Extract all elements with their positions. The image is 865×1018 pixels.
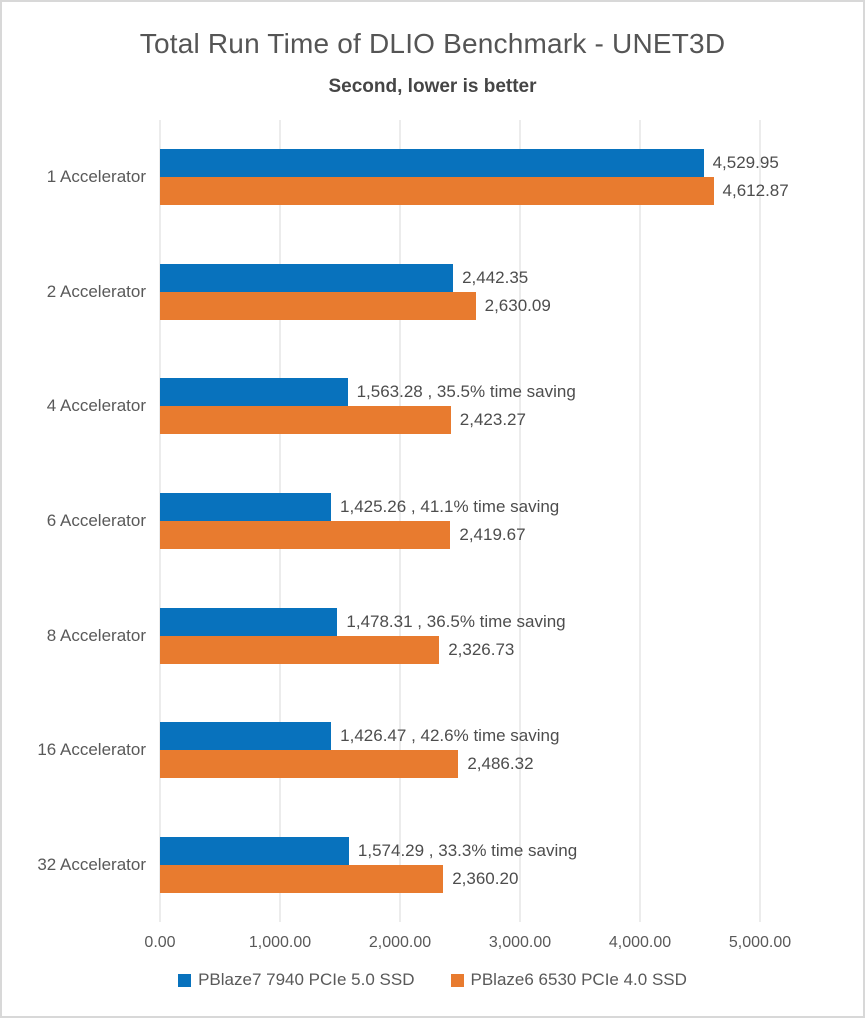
category-label: 32 Accelerator: [37, 854, 146, 874]
gridline: [759, 120, 761, 922]
data-label: 2,630.09: [484, 295, 551, 315]
bar-row: 8 Accelerator 1,478.31 , 36.5% time savin…: [47, 578, 760, 693]
bar-line: 2,419.67: [160, 521, 760, 550]
x-axis-tick-label: 5,000.00: [728, 934, 792, 951]
bar-line: 2,442.35: [160, 263, 760, 292]
category-label: 1 Accelerator: [46, 167, 146, 187]
bar: [160, 177, 714, 206]
x-axis: 0.00 1,000.00 2,000.00 3,000.00 4,000.00 5,00…: [144, 934, 791, 958]
bar-line: 2,486.32: [160, 750, 760, 779]
bar-rows: 1 Accelerator 4,529.95 4,612.87 2 Accelerat…: [37, 120, 789, 922]
bar: [160, 836, 349, 865]
bar-line: 4,529.95: [160, 149, 779, 178]
bar: [160, 521, 451, 550]
data-label: 2,326.73: [448, 639, 515, 659]
bar: [160, 291, 476, 320]
bar-line: 2,326.73: [160, 635, 760, 664]
gridline: [639, 120, 641, 922]
category-label: 6 Accelerator: [46, 511, 146, 531]
bar: [160, 750, 459, 779]
category-label: 16 Accelerator: [37, 740, 146, 760]
bar-row: 1 Accelerator 4,529.95 4,612.87: [47, 120, 789, 235]
data-label: 1,574.29 , 33.3% time saving: [357, 840, 578, 860]
bar: [160, 864, 444, 893]
data-label: 1,563.28 , 35.5% time saving: [356, 382, 576, 402]
bar-line: 4,612.87: [160, 177, 789, 206]
bar-row: 16 Accelerator 1,426.47 , 42.6% time savi…: [37, 693, 760, 808]
bar-line: 1,563.28 , 35.5% time saving: [160, 378, 760, 407]
data-label: 2,486.32: [467, 754, 534, 774]
chart-subtitle: Second, lower is better: [328, 76, 537, 97]
category-label: 8 Accelerator: [46, 625, 146, 645]
legend-swatch-icon: [178, 973, 192, 987]
bar-line: 2,360.20: [160, 864, 760, 893]
data-label: 1,425.26 , 41.1% time saving: [340, 497, 560, 517]
legend-item: PBlaze6 6530 PCIe 4.0 SSD: [450, 970, 687, 990]
category-label: 2 Accelerator: [46, 281, 146, 301]
data-label: 4,612.87: [722, 181, 789, 201]
bar: [160, 635, 440, 664]
data-label: 2,360.20: [452, 868, 519, 888]
bar-line: 1,426.47 , 42.6% time saving: [160, 722, 760, 751]
chart-title: Total Run Time of DLIO Benchmark - UNET3…: [139, 28, 726, 59]
x-axis-tick-label: 3,000.00: [488, 934, 552, 951]
x-axis-tick-label: 4,000.00: [608, 934, 672, 951]
bar-row: 2 Accelerator 2,442.35 2,630.09: [47, 235, 760, 350]
bar-row: 32 Accelerator 1,574.29 , 33.3% time savi…: [37, 807, 760, 922]
x-axis-tick-label: 0.00: [144, 934, 176, 951]
data-label: 2,419.67: [459, 525, 526, 545]
x-axis-tick-label: 2,000.00: [368, 934, 432, 951]
plot-area: 1 Accelerator 4,529.95 4,612.87 2 Accelerat…: [37, 120, 789, 922]
legend: PBlaze7 7940 PCIe 5.0 SSD PBlaze6 6530 PC…: [2, 964, 863, 996]
bar-line: 2,423.27: [160, 406, 760, 435]
bar: [160, 722, 332, 751]
data-label: 4,529.95: [712, 153, 779, 173]
data-label: 2,442.35: [462, 267, 529, 287]
data-label: 1,478.31 , 36.5% time saving: [346, 611, 566, 631]
legend-label: PBlaze6 6530 PCIe 4.0 SSD: [470, 970, 687, 989]
bar-line: 1,425.26 , 41.1% time saving: [160, 493, 760, 522]
x-axis-tick-label: 1,000.00: [248, 934, 312, 951]
bar: [160, 378, 348, 407]
gridline: [399, 120, 401, 922]
bar: [160, 607, 338, 636]
gridline: [519, 120, 521, 922]
data-label: 1,426.47 , 42.6% time saving: [340, 726, 560, 746]
bar-row: 6 Accelerator 1,425.26 , 41.1% time savin…: [47, 464, 760, 579]
bar-row: 4 Accelerator 1,563.28 , 35.5% time savin…: [47, 349, 760, 464]
bar-line: 2,630.09: [160, 291, 760, 320]
bar: [160, 149, 704, 178]
legend-item: PBlaze7 7940 PCIe 5.0 SSD: [178, 970, 415, 990]
bar-line: 1,478.31 , 36.5% time saving: [160, 607, 760, 636]
bar: [160, 406, 451, 435]
legend-label: PBlaze7 7940 PCIe 5.0 SSD: [198, 970, 415, 989]
bar-line: 1,574.29 , 33.3% time saving: [160, 836, 760, 865]
legend-swatch-icon: [450, 973, 464, 987]
bar: [160, 493, 332, 522]
category-label: 4 Accelerator: [46, 396, 146, 416]
data-label: 2,423.27: [459, 410, 526, 430]
bar: [160, 263, 454, 292]
